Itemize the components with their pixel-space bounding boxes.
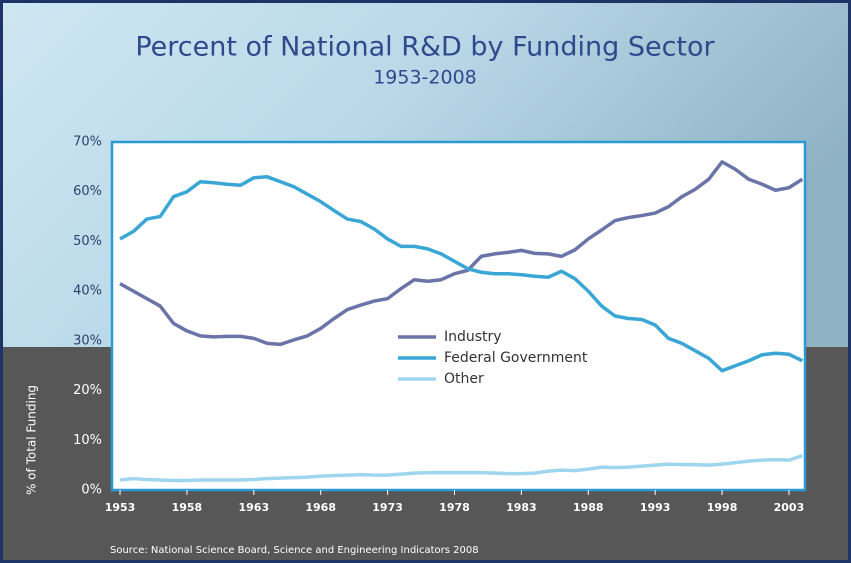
source: Source: National Science Board, Science …	[110, 545, 479, 556]
series-line	[119, 160, 804, 347]
x-tick-label: 1978	[439, 501, 470, 514]
plot-area	[110, 140, 807, 492]
x-tick-label: 1988	[573, 501, 604, 514]
series-line	[119, 454, 803, 483]
x-tick-label: 1993	[640, 501, 671, 514]
series-line	[119, 175, 804, 373]
y-tick-label: 20%	[73, 383, 102, 398]
legend-label: Other	[444, 371, 484, 387]
y-tick-label: 60%	[73, 184, 102, 199]
y-tick-label: 10%	[73, 433, 102, 448]
legend-label: Federal Government	[444, 350, 588, 366]
x-tick-label: 2003	[774, 501, 805, 514]
x-tick-label: 1958	[172, 501, 203, 514]
x-tick-label: 1973	[372, 501, 403, 514]
y-tick-label: 30%	[73, 333, 102, 348]
y-tick-label: 70%	[73, 135, 102, 150]
x-tick-label: 1968	[305, 501, 336, 514]
x-tick-label: 1998	[707, 501, 738, 514]
x-tick-label: 1963	[238, 501, 269, 514]
y-axis-label: % of Total Funding	[25, 385, 39, 495]
y-tick-label: 50%	[73, 234, 102, 249]
y-tick-label: 40%	[73, 284, 102, 299]
chart-title: Percent of National R&D by Funding Secto…	[135, 32, 715, 63]
legend-label: Industry	[444, 329, 502, 345]
x-tick-label: 1983	[506, 501, 537, 514]
x-tick-label: 1953	[105, 501, 136, 514]
y-tick-label: 0%	[81, 483, 102, 498]
chart-subtitle: 1953-2008	[373, 67, 477, 89]
